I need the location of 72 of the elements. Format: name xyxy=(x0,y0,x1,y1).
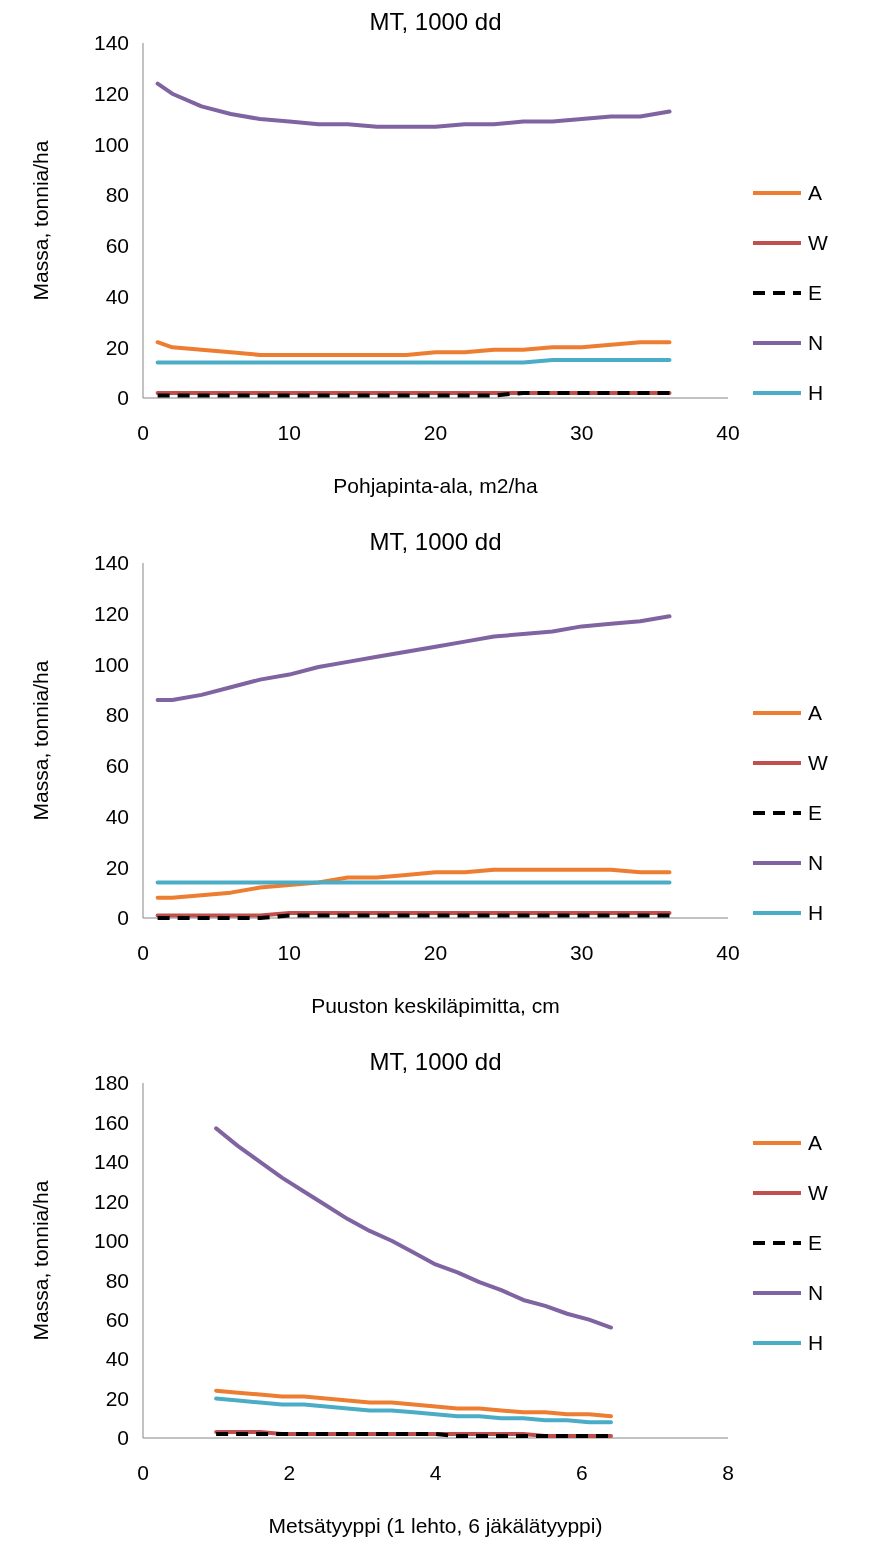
legend-label: E xyxy=(808,801,823,825)
legend-label: H xyxy=(808,381,824,405)
x-axis-title: Metsätyyppi (1 lehto, 6 jäkälätyyppi) xyxy=(268,1514,603,1537)
x-tick-label: 4 xyxy=(429,1461,442,1484)
x-tick-label: 30 xyxy=(570,941,594,964)
y-axis-title: Massa, tonnia/ha xyxy=(29,1180,52,1341)
x-tick-label: 40 xyxy=(716,421,740,444)
y-tick-label: 20 xyxy=(105,1386,129,1410)
line-series xyxy=(155,81,672,129)
x-tick-label: 10 xyxy=(277,421,301,444)
y-tick-label: 0 xyxy=(117,906,129,930)
y-tick-label: 40 xyxy=(105,284,129,308)
y-tick-label: 100 xyxy=(93,652,129,676)
line-series xyxy=(214,1126,613,1330)
chart-title: MT, 1000 dd xyxy=(369,528,502,555)
legend-label: H xyxy=(808,1331,824,1355)
legend-label: A xyxy=(808,701,823,725)
legend-label: E xyxy=(808,281,823,305)
legend-label: W xyxy=(808,231,828,255)
y-tick-label: 80 xyxy=(105,703,129,727)
x-tick-label: 8 xyxy=(722,1461,734,1484)
x-tick-label: 0 xyxy=(137,421,149,444)
y-tick-label: 120 xyxy=(93,602,129,626)
legend-label: H xyxy=(808,901,824,925)
y-tick-label: 0 xyxy=(117,386,129,410)
x-tick-label: 30 xyxy=(570,421,594,444)
legend-label: E xyxy=(808,1231,823,1255)
legend-label: A xyxy=(808,1131,823,1155)
y-tick-label: 60 xyxy=(105,234,129,258)
legend-label: N xyxy=(808,851,824,875)
y-tick-label: 100 xyxy=(93,1229,129,1253)
y-tick-label: 60 xyxy=(105,754,129,778)
line-series xyxy=(214,1388,613,1419)
chart-title: MT, 1000 dd xyxy=(369,1048,502,1075)
y-tick-label: 20 xyxy=(105,855,129,879)
chart-title: MT, 1000 dd xyxy=(369,8,502,35)
y-tick-label: 140 xyxy=(93,551,129,575)
y-tick-label: 120 xyxy=(93,82,129,106)
y-tick-label: 0 xyxy=(117,1426,129,1450)
y-tick-label: 80 xyxy=(105,183,129,207)
y-tick-label: 140 xyxy=(93,1150,129,1174)
x-axis-title: Pohjapinta-ala, m2/ha xyxy=(333,474,538,497)
y-axis-title: Massa, tonnia/ha xyxy=(29,660,52,821)
y-tick-label: 60 xyxy=(105,1308,129,1332)
y-tick-label: 20 xyxy=(105,335,129,359)
y-axis-title: Massa, tonnia/ha xyxy=(29,140,52,301)
legend-label: W xyxy=(808,751,828,775)
x-tick-label: 2 xyxy=(283,1461,296,1484)
legend-label: N xyxy=(808,1281,824,1305)
x-tick-label: 40 xyxy=(716,941,740,964)
x-tick-label: 10 xyxy=(277,941,301,964)
y-tick-label: 120 xyxy=(93,1189,129,1213)
line-series xyxy=(155,867,672,900)
y-tick-label: 40 xyxy=(105,804,129,828)
y-tick-label: 160 xyxy=(93,1110,129,1134)
x-tick-label: 0 xyxy=(137,1461,149,1484)
y-tick-label: 140 xyxy=(93,31,129,55)
legend-label: A xyxy=(808,181,823,205)
y-tick-label: 40 xyxy=(105,1347,129,1371)
y-tick-label: 100 xyxy=(93,132,129,156)
legend-label: N xyxy=(808,331,824,355)
line-series xyxy=(155,340,672,357)
x-axis-title: Puuston keskiläpimitta, cm xyxy=(311,994,560,1017)
x-tick-label: 20 xyxy=(423,421,448,444)
line-series xyxy=(155,614,672,702)
line-series xyxy=(214,1396,613,1425)
legend-label: W xyxy=(808,1181,828,1205)
y-tick-label: 80 xyxy=(105,1268,129,1292)
x-tick-label: 20 xyxy=(423,941,448,964)
y-tick-label: 180 xyxy=(93,1071,129,1095)
x-tick-label: 6 xyxy=(575,1461,588,1484)
x-tick-label: 0 xyxy=(137,941,149,964)
